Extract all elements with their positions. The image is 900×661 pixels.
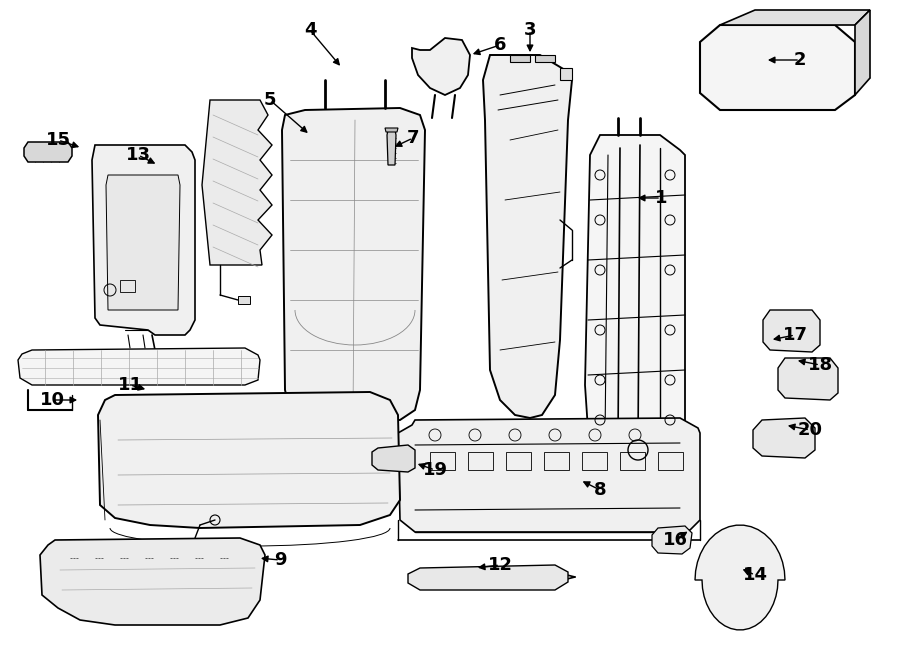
Bar [120,280,135,292]
Text: 14: 14 [742,566,768,584]
Polygon shape [753,418,815,458]
Polygon shape [106,175,180,310]
Polygon shape [778,358,838,400]
Polygon shape [408,565,568,590]
Text: 10: 10 [40,391,65,409]
Bar [658,452,683,470]
Polygon shape [98,392,400,528]
Text: 9: 9 [274,551,286,569]
Bar [544,452,569,470]
Bar [468,452,493,470]
Polygon shape [412,38,470,95]
Text: 7: 7 [407,129,419,147]
Polygon shape [855,10,870,95]
Bar [238,296,250,304]
Text: 17: 17 [782,326,807,344]
Polygon shape [18,348,260,385]
Text: 18: 18 [807,356,833,374]
Polygon shape [535,55,555,62]
Text: 20: 20 [797,421,823,439]
Text: 3: 3 [524,21,536,39]
Polygon shape [202,100,272,265]
Bar [582,452,607,470]
Polygon shape [700,25,855,110]
Polygon shape [483,55,572,418]
Text: 1: 1 [655,189,667,207]
Polygon shape [40,538,265,625]
Text: 13: 13 [125,146,150,164]
Polygon shape [763,310,820,352]
Polygon shape [282,108,425,420]
Text: 19: 19 [422,461,447,479]
Polygon shape [385,128,398,132]
Text: 4: 4 [304,21,316,39]
Text: 2: 2 [794,51,806,69]
Polygon shape [24,142,72,162]
Text: 16: 16 [662,531,688,549]
Polygon shape [387,130,396,165]
Polygon shape [510,55,530,62]
Text: 8: 8 [594,481,607,499]
Text: 12: 12 [488,556,512,574]
Polygon shape [652,526,692,554]
Polygon shape [720,10,870,25]
Bar [620,452,645,470]
Polygon shape [92,145,195,335]
Text: 11: 11 [118,376,142,394]
Polygon shape [398,418,700,532]
Text: 15: 15 [46,131,70,149]
Text: 5: 5 [264,91,276,109]
Polygon shape [695,525,785,630]
Polygon shape [372,445,415,472]
Polygon shape [585,135,685,450]
Polygon shape [560,68,572,80]
Bar [430,452,455,470]
Text: 6: 6 [494,36,506,54]
Bar [506,452,531,470]
